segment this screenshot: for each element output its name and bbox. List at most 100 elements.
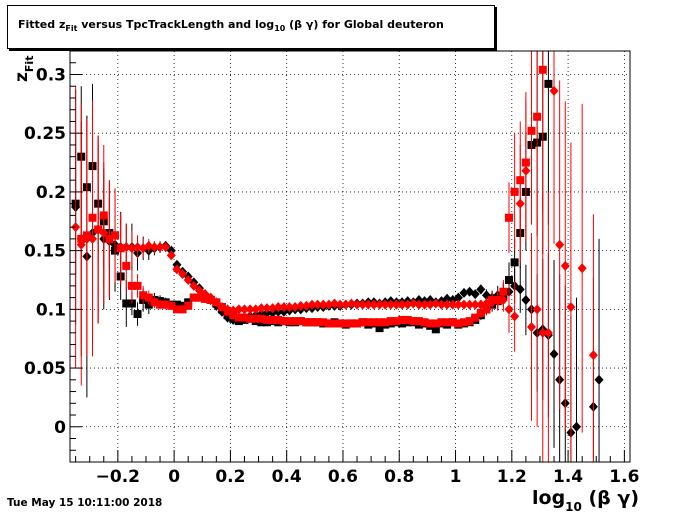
data-point-square — [178, 305, 187, 314]
data-point-diamond — [239, 304, 249, 315]
y-tick-label: 0.15 — [24, 242, 66, 262]
data-point-square — [358, 318, 367, 327]
data-point-diamond — [572, 421, 582, 432]
data-point-diamond — [504, 304, 514, 315]
data-point-diamond — [172, 264, 182, 275]
data-point-square — [459, 318, 468, 327]
data-point-square — [127, 281, 136, 290]
data-point-diamond — [307, 299, 317, 310]
data-point-diamond — [459, 287, 469, 298]
plot-frame — [69, 50, 631, 463]
data-point-diamond — [330, 298, 340, 309]
data-point-diamond — [397, 299, 407, 310]
x-axis-label-sub: 10 — [565, 500, 582, 514]
data-point-diamond — [290, 301, 300, 312]
data-point-square — [319, 318, 328, 327]
data-point-diamond — [391, 299, 401, 310]
y-tick-label: 0.25 — [24, 124, 66, 144]
data-point-diamond — [487, 297, 497, 308]
data-point-diamond — [436, 299, 446, 310]
y-tick-label: 0.05 — [24, 359, 66, 379]
ticks — [70, 50, 625, 463]
data-point-square — [330, 319, 339, 328]
data-point-square — [156, 300, 165, 309]
timestamp: Tue May 15 10:11:00 2018 — [7, 497, 163, 509]
y-tick-label: 0.3 — [36, 65, 66, 85]
data-point-diamond — [459, 299, 469, 310]
data-point-diamond — [341, 299, 351, 310]
series-1 — [71, 89, 604, 462]
data-point-diamond — [76, 239, 86, 250]
data-point-diamond — [352, 299, 362, 310]
data-point-diamond — [420, 299, 430, 310]
data-point-diamond — [346, 298, 356, 309]
data-point-diamond — [99, 228, 109, 239]
data-point-diamond — [594, 374, 604, 385]
data-point-diamond — [251, 304, 261, 315]
data-point-square — [324, 319, 333, 328]
data-point-diamond — [296, 300, 306, 311]
data-point-square — [533, 112, 542, 121]
data-point-square — [347, 319, 356, 328]
y-tick-label: 0 — [54, 418, 66, 438]
data-point-square — [172, 300, 181, 309]
data-point-diamond — [262, 303, 272, 314]
x-tick-label: 1 — [450, 467, 462, 487]
data-point-square — [476, 308, 485, 317]
data-point-square — [189, 293, 198, 302]
data-point-square — [527, 126, 536, 135]
data-point-diamond — [166, 250, 176, 261]
data-point-diamond — [206, 292, 216, 303]
data-point-diamond — [144, 240, 154, 251]
data-point-diamond — [161, 242, 171, 253]
data-point-diamond — [324, 299, 334, 310]
x-tick-label: 1.2 — [497, 467, 527, 487]
data-point-square — [234, 313, 243, 322]
data-point-square — [184, 301, 193, 310]
data-point-diamond — [245, 304, 255, 315]
data-point-square — [392, 317, 401, 326]
data-point-square — [313, 318, 322, 327]
data-point-square — [538, 65, 547, 74]
data-point-square — [353, 319, 362, 328]
series-3 — [71, 51, 598, 462]
data-point-diamond — [555, 239, 565, 250]
data-point-diamond — [301, 300, 311, 311]
data-point-diamond — [335, 299, 345, 310]
data-point-diamond — [268, 303, 278, 314]
data-layer — [71, 51, 604, 462]
data-point-diamond — [189, 280, 199, 291]
x-tick-label: 0.2 — [215, 467, 245, 487]
data-point-diamond — [515, 284, 525, 295]
data-point-square — [195, 293, 204, 302]
title-box: Fitted zFit versus TpcTrackLength and lo… — [7, 5, 495, 49]
data-point-square — [246, 314, 255, 323]
data-point-square — [465, 317, 474, 326]
data-point-diamond — [358, 299, 368, 310]
data-point-diamond — [223, 304, 233, 315]
data-point-square — [420, 318, 429, 327]
y-tick-label: 0.1 — [36, 300, 66, 320]
data-point-diamond — [228, 305, 238, 316]
data-point-diamond — [178, 269, 188, 280]
x-tick-label: 0.4 — [272, 467, 302, 487]
data-point-square — [381, 318, 390, 327]
data-point-diamond — [234, 304, 244, 315]
data-point-square — [454, 319, 463, 328]
x-tick-label: −0.2 — [96, 467, 140, 487]
data-point-square — [398, 315, 407, 324]
y-axis-label-main: z — [12, 72, 32, 82]
x-tick-label: 0 — [168, 467, 180, 487]
x-tick-label: 0.6 — [328, 467, 358, 487]
data-point-square — [414, 317, 423, 326]
data-point-square — [336, 319, 345, 328]
data-point-diamond — [560, 260, 570, 271]
data-point-diamond — [414, 299, 424, 310]
data-point-square — [133, 310, 142, 319]
data-point-diamond — [386, 299, 396, 310]
data-point-diamond — [453, 299, 463, 310]
data-point-square — [471, 313, 480, 322]
data-point-diamond — [279, 301, 289, 312]
data-point-square — [251, 314, 260, 323]
